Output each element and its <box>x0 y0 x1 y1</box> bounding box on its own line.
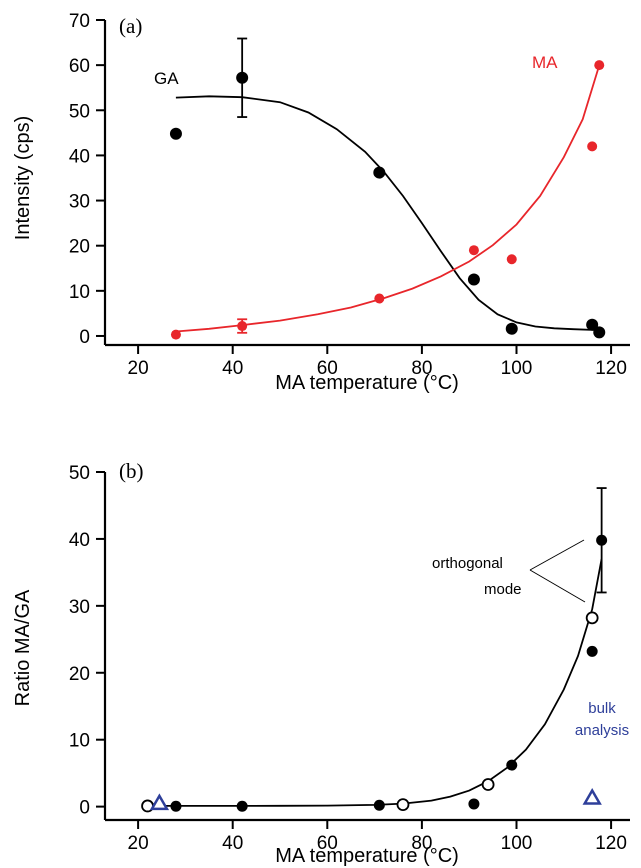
y-tick-label: 40 <box>69 146 90 167</box>
panel-a-label: (a) <box>119 14 142 38</box>
data-point <box>170 329 181 340</box>
analysis-annotation: analysis <box>575 722 629 739</box>
fit-curve <box>175 95 600 331</box>
panel-b-label: (b) <box>119 459 144 483</box>
data-point <box>236 800 248 812</box>
data-point <box>506 759 518 771</box>
data-point <box>468 245 479 256</box>
data-point <box>594 60 605 71</box>
data-point <box>373 799 385 811</box>
data-point <box>587 141 598 152</box>
data-point <box>169 127 182 140</box>
y-tick-label: 30 <box>69 597 90 618</box>
data-point <box>506 254 517 265</box>
y-tick-label: 40 <box>69 530 90 551</box>
data-point-open <box>396 798 410 812</box>
ga-series-label: GA <box>154 69 179 88</box>
fit-curve <box>175 64 601 333</box>
data-point-triangle <box>582 787 602 805</box>
panel-b: (b) orthogonal mode bulk analysis MA tem… <box>12 459 630 867</box>
data-point <box>373 166 386 179</box>
data-point-open <box>585 611 599 625</box>
annotation-leader-line <box>529 539 585 571</box>
annotation-leader-line <box>529 569 586 603</box>
x-tick-label: 60 <box>317 358 338 379</box>
data-point <box>236 71 249 84</box>
y-tick-label: 30 <box>69 192 90 213</box>
panel-a: (a) GA MA MA temperature (°C) Intensity … <box>12 11 630 394</box>
x-tick-label: 100 <box>501 358 533 379</box>
bulk-annotation: bulk <box>588 700 616 717</box>
mode-annotation: mode <box>484 581 522 598</box>
x-tick-label: 20 <box>128 358 149 379</box>
x-tick-label: 20 <box>128 833 149 854</box>
x-tick-label: 60 <box>317 833 338 854</box>
y-tick-label: 20 <box>69 664 90 685</box>
data-point <box>468 798 480 810</box>
y-tick-label: 50 <box>69 463 90 484</box>
data-point <box>237 321 248 332</box>
y-tick-label: 70 <box>69 11 90 32</box>
y-tick-label: 0 <box>79 327 90 348</box>
panel-b-x-axis-title: MA temperature (°C) <box>275 845 459 867</box>
y-tick-label: 20 <box>69 237 90 258</box>
data-point-triangle <box>149 793 170 811</box>
data-point <box>505 322 518 335</box>
orthogonal-annotation: orthogonal <box>432 555 503 572</box>
x-tick-label: 120 <box>595 833 627 854</box>
x-tick-label: 40 <box>222 358 243 379</box>
data-point <box>374 293 385 304</box>
data-point <box>593 326 606 339</box>
data-point <box>586 645 598 657</box>
ma-series-label: MA <box>532 53 558 72</box>
data-point-open <box>481 778 495 791</box>
y-tick-label: 50 <box>69 101 90 122</box>
x-tick-label: 80 <box>411 833 432 854</box>
data-point <box>170 800 182 812</box>
x-tick-label: 80 <box>411 358 432 379</box>
data-point <box>586 318 599 331</box>
y-tick-label: 10 <box>69 282 90 303</box>
fit-curve <box>147 558 603 807</box>
x-tick-label: 120 <box>595 358 627 379</box>
y-tick-label: 60 <box>69 56 90 77</box>
y-tick-label: 0 <box>79 798 90 819</box>
panel-a-x-axis-title: MA temperature (°C) <box>275 372 459 394</box>
x-tick-label: 100 <box>501 833 533 854</box>
data-point <box>596 534 608 546</box>
x-tick-label: 40 <box>222 833 243 854</box>
panel-a-y-axis-title: Intensity (cps) <box>12 116 34 240</box>
y-tick-label: 10 <box>69 731 90 752</box>
data-point <box>467 273 480 286</box>
panel-b-y-axis-title: Ratio MA/GA <box>12 589 34 706</box>
